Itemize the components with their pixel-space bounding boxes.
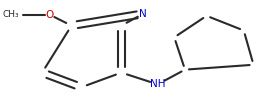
- Text: N: N: [139, 9, 147, 19]
- Text: O: O: [46, 10, 54, 20]
- Text: CH₃: CH₃: [2, 10, 19, 19]
- Text: NH: NH: [150, 79, 165, 89]
